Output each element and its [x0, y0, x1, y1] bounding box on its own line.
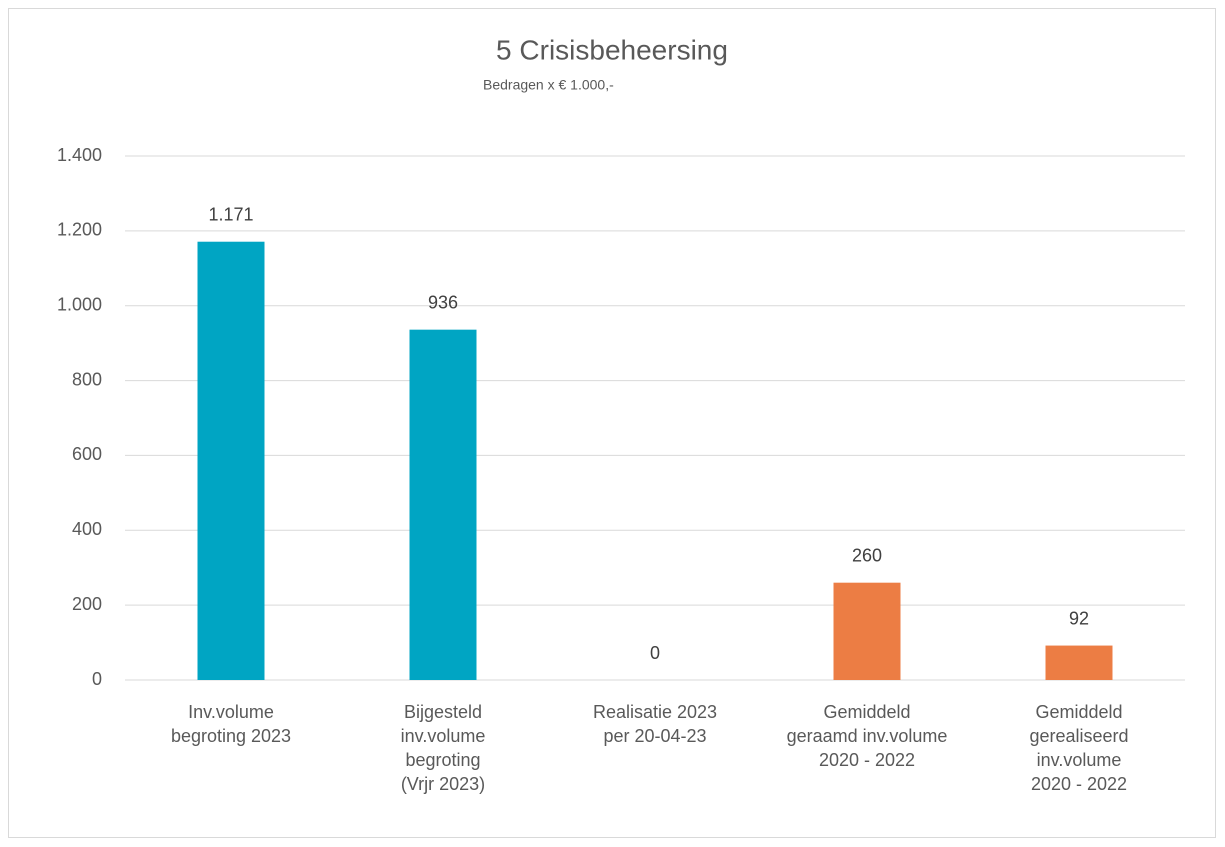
chart-subtitle: Bedragen x € 1.000,-: [483, 77, 614, 93]
y-tick-label: 1.200: [57, 220, 102, 240]
y-tick-label: 200: [72, 594, 102, 614]
bar: [197, 241, 265, 680]
x-tick-label: Inv.volume begroting 2023: [170, 702, 292, 746]
y-tick-label: 1.400: [57, 145, 102, 165]
bar: [409, 329, 477, 680]
data-label: 260: [852, 545, 882, 565]
y-tick-label: 0: [92, 669, 102, 689]
y-tick-label: 400: [72, 519, 102, 539]
y-tick-label: 800: [72, 369, 102, 389]
x-tick-label: Realisatie 2023 per 20-04-23: [592, 702, 718, 746]
data-label: 1.171: [208, 204, 253, 224]
x-tick-label: Gemiddeld gerealiseerd inv.volume 2020 -…: [1029, 702, 1129, 794]
y-tick-label: 600: [72, 444, 102, 464]
bar: [1045, 645, 1113, 680]
data-label: 92: [1069, 608, 1089, 628]
data-label: 0: [650, 643, 660, 663]
data-label: 936: [428, 292, 458, 312]
y-tick-label: 1.000: [57, 294, 102, 314]
x-tick-label: Bijgesteld inv.volume begroting (Vrjr 20…: [400, 702, 486, 794]
chart-border: [8, 8, 1216, 838]
bar: [833, 582, 901, 680]
chart-title: 5 Crisisbeheersing: [496, 34, 728, 65]
x-tick-label: Gemiddeld geraamd inv.volume 2020 - 2022: [786, 702, 948, 770]
